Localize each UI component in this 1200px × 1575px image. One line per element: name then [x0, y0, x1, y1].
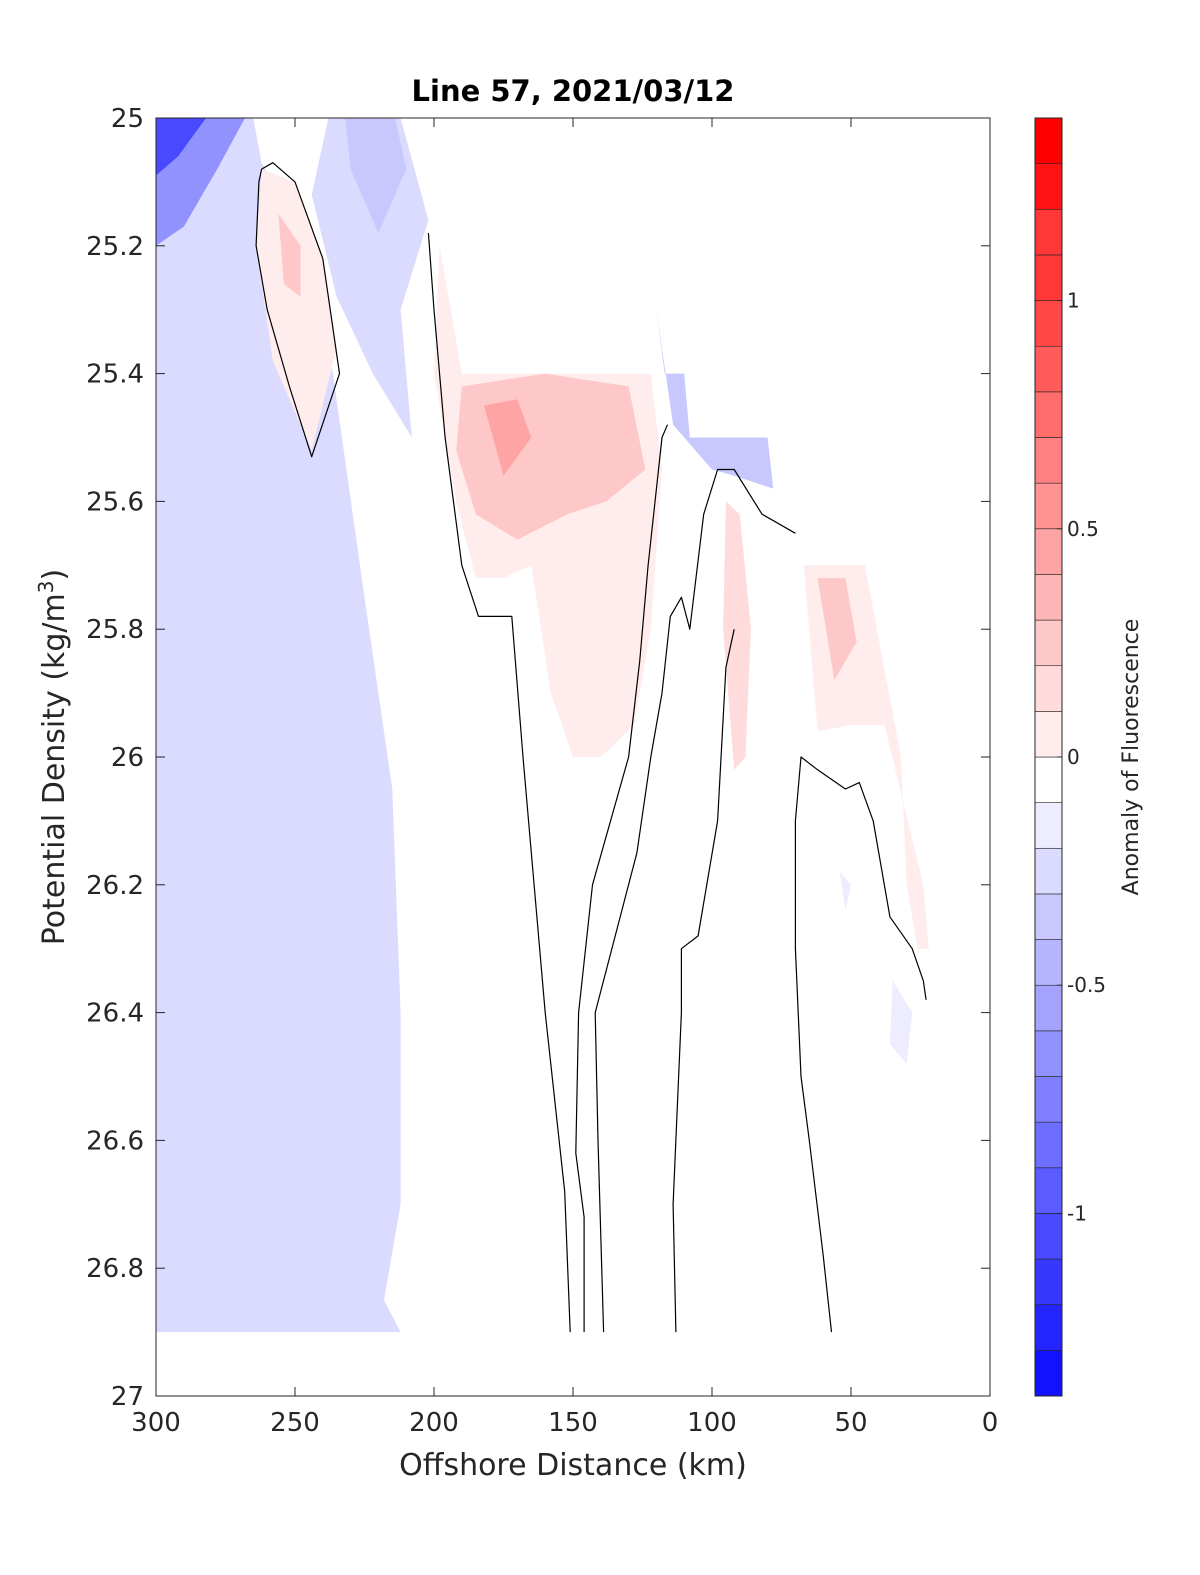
- colorbar-swatch-12: [1034, 847, 1063, 895]
- y-tick-label-26.8: 26.8: [86, 1254, 144, 1284]
- anomaly-fill-layer: [156, 118, 929, 1333]
- anomaly-region-4: [311, 118, 429, 438]
- anomaly-region-16: [889, 980, 913, 1064]
- colorbar-swatch-6: [1034, 1121, 1063, 1169]
- anomaly-region-14: [817, 578, 857, 681]
- zero-contour-6: [794, 756, 927, 1333]
- x-tick-label-0: 0: [982, 1408, 999, 1438]
- colorbar-swatch-2: [1034, 1304, 1063, 1351]
- colorbar-swatch-14: [1034, 756, 1063, 803]
- colorbar-tick-label-0: 0: [1067, 745, 1080, 769]
- anomaly-region-12: [723, 501, 751, 770]
- y-axis-title-close: ): [37, 569, 72, 581]
- y-tick-label-25: 25: [111, 104, 144, 134]
- x-tick-label-50: 50: [834, 1408, 867, 1438]
- colorbar-swatch-23: [1034, 345, 1063, 393]
- colorbar-swatch-16: [1034, 665, 1063, 712]
- y-axis-title: Potential Density (kg/m3): [34, 569, 72, 945]
- anomaly-region-10: [484, 399, 532, 476]
- colorbar-swatch-15: [1034, 711, 1063, 758]
- anomaly-region-3: [156, 118, 206, 176]
- x-axis-title: Offshore Distance (km): [399, 1448, 747, 1483]
- colorbar-tick-label--1: -1: [1067, 1201, 1087, 1225]
- x-tick-label-150: 150: [548, 1408, 598, 1438]
- zero-contour-1: [255, 162, 341, 458]
- zero-contour-2: [427, 232, 571, 1333]
- colorbar-swatch-10: [1034, 939, 1063, 986]
- colorbar-swatch-20: [1034, 482, 1063, 530]
- colorbar-swatch-21: [1034, 437, 1063, 484]
- colorbar-tick-label--0.5: -0.5: [1067, 973, 1106, 997]
- colorbar-swatch-25: [1034, 254, 1063, 301]
- colorbar-swatch-4: [1034, 1213, 1063, 1260]
- x-axis: 300 250 200 150 100 50 0: [131, 118, 998, 1438]
- colorbar-tick-label-0.5: 0.5: [1067, 517, 1099, 541]
- x-tick-label-200: 200: [409, 1408, 459, 1438]
- y-tick-label-26.4: 26.4: [86, 999, 144, 1029]
- zero-contour-3: [575, 424, 669, 1333]
- anomaly-region-1: [156, 118, 401, 1333]
- y-tick-label-25.2: 25.2: [86, 232, 144, 262]
- colorbar-swatch-13: [1034, 802, 1063, 849]
- anomaly-region-15: [839, 872, 851, 911]
- colorbar-tick-label-1: 1: [1067, 289, 1080, 313]
- zero-contour-layer: [255, 162, 927, 1333]
- anomaly-region-5: [345, 118, 407, 233]
- y-tick-label-27: 27: [111, 1382, 144, 1412]
- colorbar-swatch-28: [1034, 117, 1063, 164]
- colorbar-swatch-26: [1034, 208, 1063, 256]
- zero-contour-5: [672, 629, 735, 1333]
- zero-contour-4: [594, 468, 796, 1333]
- colorbar-swatch-3: [1034, 1258, 1063, 1306]
- y-tick-label-26.2: 26.2: [86, 871, 144, 901]
- colorbar: 1 0.5 0 -0.5 -1 Anomaly of Fluorescence: [1034, 117, 1144, 1397]
- x-tick-label-100: 100: [687, 1408, 737, 1438]
- colorbar-title: Anomaly of Fluorescence: [1119, 619, 1144, 896]
- colorbar-swatch-19: [1034, 528, 1063, 575]
- anomaly-region-6: [256, 169, 337, 451]
- x-tick-label-250: 250: [270, 1408, 320, 1438]
- chart-title: Line 57, 2021/03/12: [412, 74, 735, 108]
- colorbar-swatch-5: [1034, 1167, 1063, 1214]
- x-tick-label-300: 300: [131, 1408, 181, 1438]
- y-tick-label-26.6: 26.6: [86, 1126, 144, 1156]
- colorbar-ticks: 1 0.5 0 -0.5 -1: [1057, 289, 1106, 1225]
- colorbar-swatch-27: [1034, 163, 1063, 210]
- colorbar-swatch-7: [1034, 1076, 1063, 1123]
- anomaly-region-11: [656, 309, 774, 489]
- colorbar-swatch-22: [1034, 391, 1063, 438]
- anomaly-region-7: [278, 213, 301, 297]
- y-axis-title-superscript: 3: [34, 580, 58, 593]
- y-tick-label-25.8: 25.8: [86, 615, 144, 645]
- y-tick-label-25.4: 25.4: [86, 360, 144, 390]
- colorbar-swatch-8: [1034, 1030, 1063, 1077]
- colorbar-swatch-18: [1034, 574, 1063, 621]
- colorbar-swatch-1: [1034, 1350, 1063, 1397]
- y-axis-title-main: Potential Density (kg/m: [37, 593, 72, 945]
- colorbar-swatch-24: [1034, 300, 1063, 347]
- colorbar-swatch-9: [1034, 984, 1063, 1032]
- y-tick-label-25.6: 25.6: [86, 487, 144, 517]
- colorbar-swatch-17: [1034, 619, 1063, 667]
- y-axis: 25 25.2 25.4 25.6 25.8 26 26.2 26.4 26.6 26.8 27: [86, 104, 990, 1412]
- y-tick-label-26: 26: [111, 743, 144, 773]
- colorbar-swatch-11: [1034, 893, 1063, 940]
